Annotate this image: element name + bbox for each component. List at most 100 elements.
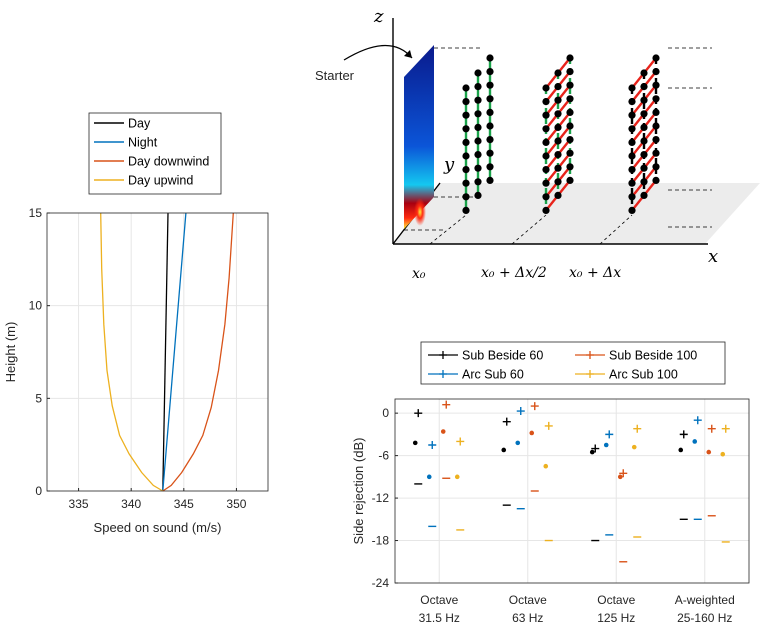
plus-marker [591,444,600,453]
plus-marker [414,409,423,418]
grid-node [474,110,482,118]
plus-marker [679,430,688,439]
grid-node [640,151,648,159]
arrow-head [404,50,412,58]
grid-node [542,206,550,214]
dot-marker [617,474,623,480]
starter-label: Starter [315,68,355,83]
grid-node [554,110,562,118]
category-label-line1: Octave [420,593,458,607]
grid-node [486,176,494,184]
grid-node [462,206,470,214]
starter-field [404,45,434,229]
ground-plane [393,183,760,244]
grid-node [628,84,636,92]
grid-node [462,98,470,106]
grid-node [486,81,494,89]
grid-node [542,138,550,146]
legend-marker [586,351,594,359]
grid-node [640,178,648,186]
grid-node [486,122,494,130]
plus-marker [428,441,437,449]
grid-node [542,84,550,92]
grid-node [474,178,482,186]
y-axis-label: Height (m) [3,322,18,383]
plot-frame [394,398,750,584]
category-label-line2: 25-160 Hz [677,611,732,625]
grid-node [652,95,660,103]
grid-node [566,68,574,76]
grid-node [486,149,494,157]
grid-node [566,95,574,103]
z-axis-label: z [373,6,384,27]
legend-label: Sub Beside 60 [462,349,543,363]
grid-node [554,83,562,91]
grid-node [474,137,482,145]
dot-marker [515,440,521,446]
grid-node [566,176,574,184]
grid-node [474,96,482,104]
plus-marker [693,416,702,425]
plus-marker [707,424,716,433]
grid-node [554,137,562,145]
dot-marker [720,451,726,457]
legend-box [420,341,726,385]
legend: Sub Beside 60 Arc Sub 60 Sub Beside 100 Arc… [420,341,726,385]
legend-marker [586,370,594,378]
grid-node [640,110,648,118]
plus-marker [721,424,730,433]
grid-node [542,125,550,133]
y-axis-label: y [443,154,455,175]
grid-node [554,123,562,131]
side-rejection-chart: 0 -6 -12 -18 -24 Octave 31.5 Hz Octave 63 Hz Octa… [351,341,750,625]
series-line-day-upwind [100,212,164,492]
dot-marker [603,442,609,448]
grid-node [462,179,470,187]
grid-node [640,137,648,145]
grid-node [566,54,574,62]
guide-line [511,214,547,245]
legend-label: Arc Sub 100 [609,368,678,382]
dot-marker [692,439,698,444]
grid-node [542,152,550,160]
grid-node [474,191,482,199]
grid-node [652,81,660,89]
guide-line [599,214,633,245]
grid-node [462,152,470,160]
speed-of-sound-chart: 335 340 345 350 0 5 10 15 Speed on sound (m/s) He… [3,112,269,535]
category-label-line2: 125 Hz [597,611,635,625]
grid-node [652,54,660,62]
series-line-day-downwind [162,212,234,492]
grid-node [566,81,574,89]
dot-marker [529,430,535,436]
grid-node [554,191,562,199]
grid-node [652,68,660,76]
grid-node [542,193,550,201]
legend-label: Day downwind [128,155,209,169]
y-tick-label: -24 [372,576,390,590]
grid-node [640,164,648,172]
category-label-line2: 31.5 Hz [419,611,460,625]
grid-node [462,193,470,201]
grid-node [566,136,574,144]
grid-node [554,178,562,186]
legend-marker [439,370,447,378]
grid-node [486,95,494,103]
grid-node [474,151,482,159]
dot-marker [678,447,684,453]
dot-marker [706,449,712,455]
grid-node [640,123,648,131]
grid-node [474,83,482,91]
y-tick-label: 5 [35,391,42,405]
y-tick-label: 10 [29,299,43,313]
grid-node [628,166,636,174]
dot-marker [631,444,637,450]
y-tick-label: 0 [35,484,42,498]
grid-node [566,108,574,116]
plus-marker [633,424,642,433]
plus-marker [456,437,465,446]
grid-node [462,84,470,92]
plus-marker [530,402,539,411]
x-axis-label: Speed on sound (m/s) [94,520,222,535]
